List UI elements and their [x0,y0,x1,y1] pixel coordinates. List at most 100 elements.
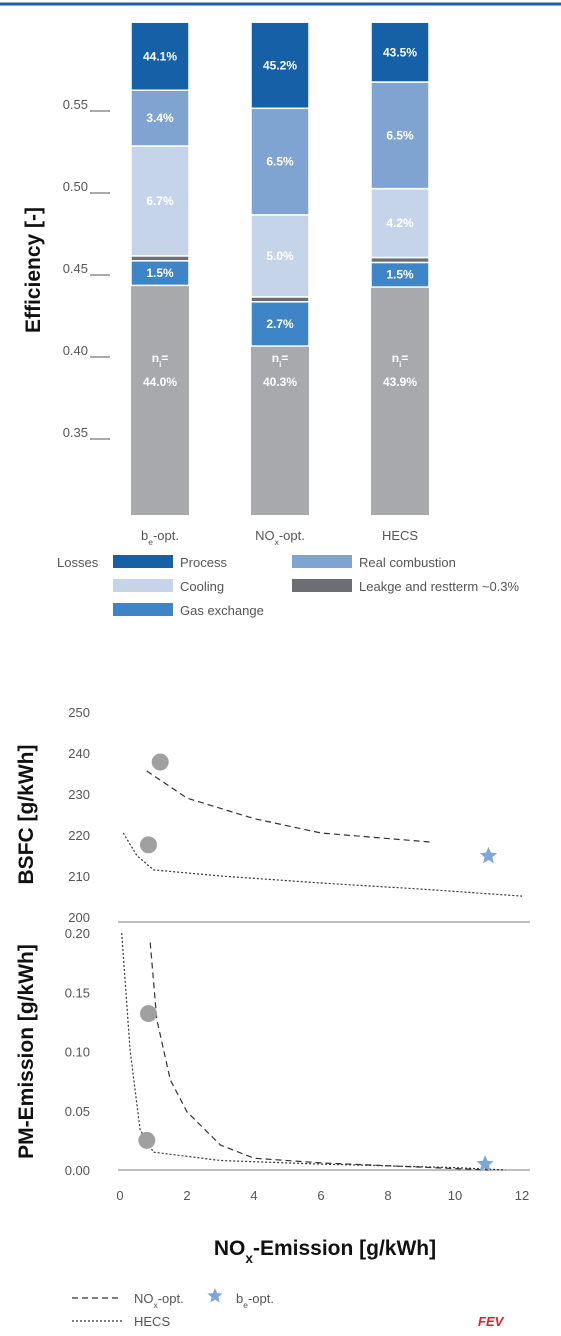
data-label: 2.7% [266,317,294,331]
y-tick-label: 0.40 [63,343,88,358]
x-tick-label: 0 [116,1188,123,1203]
base-label-part: n [272,351,279,365]
x-axis-title-part: NO [214,1237,246,1260]
data-label: 6.5% [266,155,294,169]
base-label-part: i [159,360,161,369]
legend-label-part: -opt. [248,1291,274,1306]
data-label: 6.5% [386,128,414,142]
data-label: 1.5% [386,268,414,282]
x-tick-label: 10 [448,1188,462,1203]
legend-label-part: HECS [134,1314,170,1329]
legend-label: Cooling [180,579,224,594]
y-tick-label: 220 [68,828,90,843]
legend-marker [207,1288,223,1303]
x-tick-label-part: b [141,528,148,543]
line [146,770,430,843]
point [479,846,498,864]
legend-label-part: x [154,1300,159,1310]
y-tick-label: 0.00 [65,1163,90,1178]
legend-label-part: b [236,1291,243,1306]
bar-segment [251,346,309,515]
base-label-part: n [392,351,399,365]
y-tick-label: 0.10 [65,1045,90,1060]
legend-label: Leakge and restterm ~0.3% [359,579,520,594]
line [121,932,506,1171]
data-label: 45.2% [263,59,297,73]
legend-label: be-opt. [236,1291,274,1310]
x-tick-label: 6 [317,1188,324,1203]
x-tick-label: NOx-opt. [255,528,305,547]
bar-segment [250,107,310,216]
bar-segment [371,287,429,515]
y-tick-label: 0.20 [65,926,90,941]
data-label: 40.3% [263,375,297,389]
bar-segment [370,23,430,83]
bar-area [130,23,430,515]
line [149,942,489,1171]
legend-label: HECS [134,1314,170,1329]
legend-swatch [292,579,352,592]
data-label: 43.5% [383,46,417,60]
y-tick-label: 250 [68,705,90,720]
x-tick-label-part: e [148,537,153,547]
y-tick-label: 0.05 [65,1104,90,1119]
x-tick-label-part: HECS [382,528,418,543]
x-tick-label: be-opt. [141,528,179,547]
data-label: 4.2% [386,216,414,230]
y-axis-title: BSFC [g/kWh] [15,745,38,885]
x-tick-label: 2 [183,1188,190,1203]
bar-segment [370,187,430,259]
legend-label: Real combustion [359,555,456,570]
legend-label: Gas exchange [180,603,264,618]
y-tick-label: 210 [68,869,90,884]
legend-swatch [113,603,173,616]
legend-title: Losses [57,555,99,570]
base-label: ni= [272,351,289,369]
y-tick-label: 0.55 [63,97,88,112]
legend-swatch [292,555,352,568]
x-tick-label-part: x [275,537,280,547]
x-tick-label: HECS [382,528,418,543]
base-label-part: = [281,351,288,365]
x-tick-label-part: NO [255,528,275,543]
data-label: 1.5% [146,266,174,280]
legend-swatch [113,555,173,568]
point [151,753,169,771]
x-tick-label: 4 [250,1188,257,1203]
data-label: 44.0% [143,375,177,389]
bar-segment [131,285,189,515]
bar-segment [250,23,310,110]
x-axis-title: NOx-Emission [g/kWh] [214,1237,436,1266]
y-tick-label: 200 [68,910,90,925]
base-label: ni= [152,351,169,369]
legend-label-part: -opt. [158,1291,184,1306]
y-tick-label: 230 [68,787,90,802]
x-tick-label-part: -opt. [153,528,179,543]
bar-segment [370,261,430,288]
legend-label: Process [180,555,227,570]
base-label-part: = [161,351,168,365]
legend-label: NOx-opt. [134,1291,184,1310]
line [122,832,523,897]
bar-segment [250,214,310,298]
y-tick-label: 240 [68,746,90,761]
x-axis-title-part: x [245,1251,253,1266]
base-label-part: = [401,351,408,365]
x-tick-label: 12 [515,1188,529,1203]
y-tick-label: 0.50 [63,179,88,194]
y-tick-label: 0.35 [63,425,88,440]
x-tick-label-part: -opt. [279,528,305,543]
legend-swatch [113,579,173,592]
base-label-part: n [152,351,159,365]
base-label-part: i [399,360,401,369]
bar-segment [130,23,190,91]
base-label-part: i [279,360,281,369]
data-label: 43.9% [383,375,417,389]
point [139,836,157,854]
bar-segment [130,260,190,287]
data-label: 44.1% [143,50,177,64]
y-tick-label: 0.15 [65,985,90,1000]
y-axis-title: PM-Emission [g/kWh] [15,944,38,1159]
point [139,1005,157,1023]
